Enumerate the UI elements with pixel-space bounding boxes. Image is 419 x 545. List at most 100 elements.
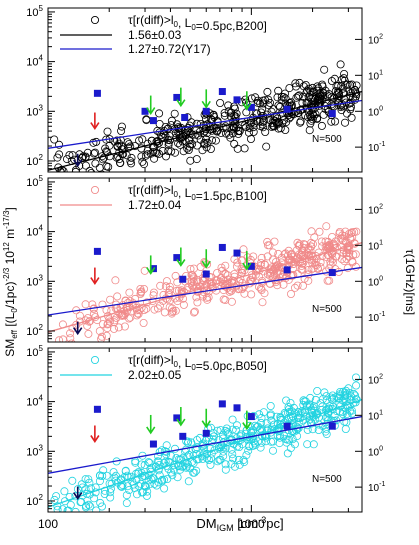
y-tick-label-left: 105 — [26, 174, 43, 189]
scatter-point — [102, 331, 111, 340]
scatter-point — [117, 482, 126, 491]
scatter-point — [82, 501, 91, 510]
scatter-point — [136, 284, 145, 293]
observed-frb-square — [218, 243, 226, 251]
scatter-point — [307, 265, 316, 274]
scatter-point — [323, 276, 332, 285]
scatter-point — [160, 308, 169, 317]
scatter-point — [90, 309, 99, 318]
scatter-point — [138, 135, 147, 144]
scatter-point — [319, 110, 328, 119]
observed-frb-square — [202, 270, 210, 278]
legend-label: τ[r(diff)>l0, L0=5.0pc,B050] — [128, 353, 267, 373]
scatter-point — [65, 492, 74, 501]
scatter-point — [232, 421, 241, 430]
scatter-point — [262, 142, 271, 151]
scatter-point — [231, 114, 240, 123]
scatter-point — [265, 115, 274, 124]
scatter-point — [140, 305, 149, 314]
scatter-point — [103, 127, 112, 136]
scatter-point — [216, 426, 225, 435]
scatter-point — [227, 459, 236, 468]
scatter-point — [50, 495, 59, 504]
scatter-point — [313, 82, 322, 91]
scatter-point — [224, 101, 233, 110]
scatter-point — [117, 142, 126, 151]
scatter-point — [296, 117, 305, 126]
scatter-point — [147, 475, 156, 484]
upper-limit-arrowhead — [90, 277, 100, 286]
scatter-point — [136, 289, 145, 298]
scatter-point — [204, 455, 213, 464]
scatter-point — [67, 339, 76, 342]
scatter-point — [279, 431, 288, 440]
scatter-point — [53, 502, 62, 511]
scatter-point — [301, 397, 310, 406]
scatter-point — [221, 460, 230, 469]
scatter-point — [248, 277, 257, 286]
panel-top: 102 103 104 105 10-1 100 101 102 τ[r(diff)>l0, L… — [26, 4, 385, 173]
scatter-point — [105, 317, 114, 326]
scatter-point — [325, 242, 334, 251]
scatter-point — [66, 500, 75, 509]
scatter-point — [81, 300, 90, 309]
scatter-point — [153, 457, 162, 466]
scatter-point — [198, 146, 207, 155]
scatter-point — [133, 309, 142, 318]
observed-frb-square — [247, 413, 255, 421]
scatter-point — [106, 295, 115, 304]
scatter-point — [81, 161, 90, 170]
fit-line — [48, 90, 362, 171]
scatter-point — [314, 92, 323, 101]
scatter-point — [166, 451, 175, 460]
upper-limit-arrowhead — [176, 418, 186, 427]
scatter-point — [176, 134, 185, 143]
observed-frb-square — [233, 249, 241, 257]
scatter-point — [286, 398, 295, 407]
y-tick-label-left: 102 — [26, 493, 43, 508]
scatter-point — [320, 65, 329, 74]
scatter-point — [282, 118, 291, 127]
scatter-point — [321, 86, 330, 95]
scatter-point — [239, 245, 248, 254]
scatter-point — [240, 458, 249, 467]
scatter-point — [135, 136, 144, 145]
scatter-point — [141, 151, 150, 160]
scatter-point — [337, 106, 346, 115]
scatter-point — [179, 132, 188, 141]
scatter-point — [307, 112, 316, 121]
scatter-point — [206, 423, 215, 432]
scatter-point — [96, 471, 105, 480]
y-tick-label-right: 10-1 — [368, 481, 385, 494]
legend-fit-label: 2.02±0.05 — [128, 368, 182, 382]
scatter-point — [240, 144, 249, 153]
scatter-point — [249, 252, 258, 261]
scatter-point — [306, 119, 315, 128]
scatter-point — [299, 82, 308, 91]
scatter-point — [328, 391, 337, 400]
y-tick-label-left: 105 — [26, 344, 43, 359]
n-label: N=500 — [312, 134, 342, 145]
scatter-point — [232, 426, 241, 435]
upper-limit-arrowhead — [201, 420, 211, 429]
scatter-point — [276, 415, 285, 424]
scatter-point — [110, 473, 119, 482]
scatter-point — [57, 168, 65, 172]
scatter-point — [335, 229, 344, 238]
scatter-point — [305, 415, 314, 424]
scatter-point — [83, 321, 92, 330]
scatter-point — [215, 455, 224, 464]
scatter-point — [273, 114, 282, 123]
observed-frb-square — [179, 432, 187, 440]
legend-marker — [90, 15, 100, 25]
legend-fit-label: 1.56±0.03 — [128, 28, 182, 42]
scatter-point — [123, 482, 132, 491]
scatter-point — [178, 462, 187, 471]
observed-frb-square — [247, 262, 255, 270]
scatter-point — [287, 407, 296, 416]
scatter-point — [206, 144, 215, 153]
scatter-point — [273, 93, 282, 102]
scatter-point — [189, 278, 198, 287]
scatter-point — [113, 136, 122, 145]
scatter-point — [206, 454, 215, 463]
